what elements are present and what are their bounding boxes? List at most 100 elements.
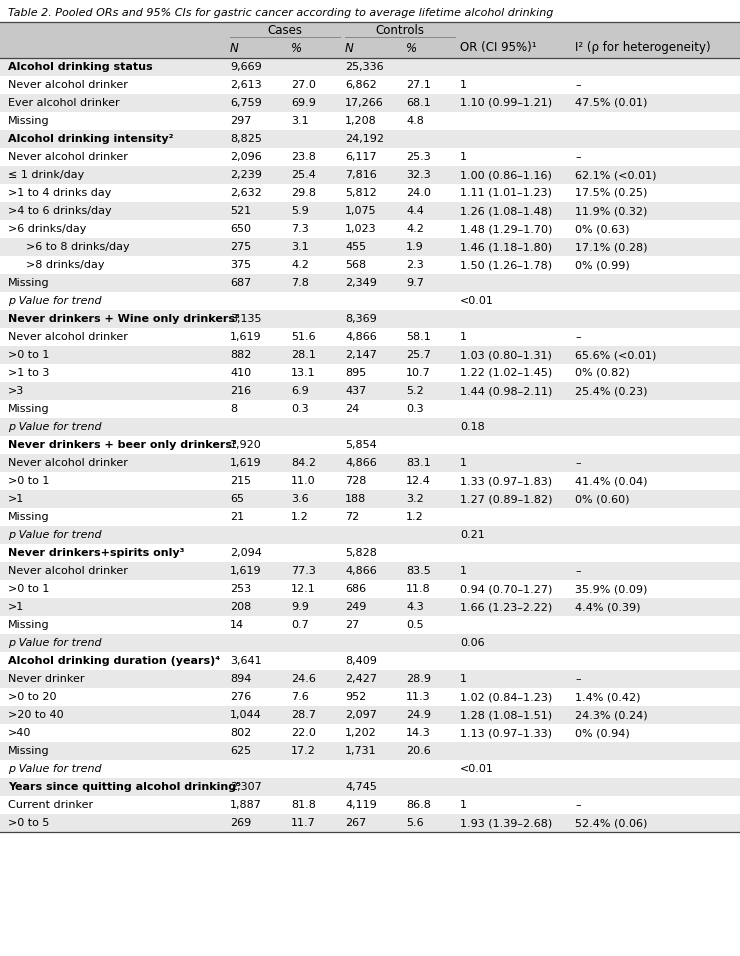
Text: 41.4% (0.04): 41.4% (0.04) bbox=[575, 476, 648, 486]
Text: >1 to 4 drinks day: >1 to 4 drinks day bbox=[8, 188, 112, 198]
Text: >1: >1 bbox=[8, 602, 24, 612]
Text: 1: 1 bbox=[460, 332, 467, 342]
Text: 69.9: 69.9 bbox=[291, 98, 316, 108]
Text: 29.8: 29.8 bbox=[291, 188, 316, 198]
Text: 3,135: 3,135 bbox=[230, 314, 261, 324]
Text: 2.3: 2.3 bbox=[406, 260, 424, 270]
Text: 894: 894 bbox=[230, 674, 252, 684]
Text: 4,745: 4,745 bbox=[345, 782, 377, 792]
Bar bbox=[0, 346, 740, 364]
Text: 52.4% (0.06): 52.4% (0.06) bbox=[575, 818, 648, 828]
Bar bbox=[0, 778, 740, 796]
Text: 269: 269 bbox=[230, 818, 252, 828]
Bar bbox=[0, 310, 740, 328]
Bar bbox=[0, 814, 740, 832]
Text: 9,669: 9,669 bbox=[230, 62, 262, 72]
Text: 8,409: 8,409 bbox=[345, 656, 377, 666]
Text: 1.03 (0.80–1.31): 1.03 (0.80–1.31) bbox=[460, 350, 552, 360]
Text: 1.2: 1.2 bbox=[406, 512, 424, 522]
Text: Never alcohol drinker: Never alcohol drinker bbox=[8, 566, 128, 576]
Text: Missing: Missing bbox=[8, 620, 50, 630]
Text: 1.28 (1.08–1.51): 1.28 (1.08–1.51) bbox=[460, 710, 552, 720]
Text: 4.8: 4.8 bbox=[406, 116, 424, 126]
Text: Controls: Controls bbox=[375, 24, 425, 36]
Text: –: – bbox=[575, 458, 581, 468]
Bar bbox=[0, 436, 740, 454]
Text: 1,075: 1,075 bbox=[345, 206, 377, 216]
Text: 27.0: 27.0 bbox=[291, 80, 316, 90]
Bar bbox=[0, 760, 740, 778]
Text: 28.7: 28.7 bbox=[291, 710, 316, 720]
Text: 1.48 (1.29–1.70): 1.48 (1.29–1.70) bbox=[460, 224, 552, 234]
Text: 72: 72 bbox=[345, 512, 359, 522]
Text: 2,239: 2,239 bbox=[230, 170, 262, 180]
Text: 1: 1 bbox=[460, 458, 467, 468]
Text: 1.46 (1.18–1.80): 1.46 (1.18–1.80) bbox=[460, 242, 552, 252]
Text: 5,828: 5,828 bbox=[345, 548, 377, 558]
Bar bbox=[0, 472, 740, 490]
Bar bbox=[0, 796, 740, 814]
Text: <0.01: <0.01 bbox=[460, 764, 494, 774]
Text: 297: 297 bbox=[230, 116, 252, 126]
Text: 68.1: 68.1 bbox=[406, 98, 431, 108]
Bar bbox=[0, 166, 740, 184]
Text: 58.1: 58.1 bbox=[406, 332, 431, 342]
Text: 1.22 (1.02–1.45): 1.22 (1.02–1.45) bbox=[460, 368, 552, 378]
Text: 25.7: 25.7 bbox=[406, 350, 431, 360]
Text: 24.3% (0.24): 24.3% (0.24) bbox=[575, 710, 648, 720]
Text: 267: 267 bbox=[345, 818, 366, 828]
Text: 0.94 (0.70–1.27): 0.94 (0.70–1.27) bbox=[460, 584, 552, 594]
Text: 4.3: 4.3 bbox=[406, 602, 424, 612]
Text: 10.7: 10.7 bbox=[406, 368, 431, 378]
Bar bbox=[0, 220, 740, 238]
Text: 65.6% (<0.01): 65.6% (<0.01) bbox=[575, 350, 656, 360]
Text: 1.26 (1.08–1.48): 1.26 (1.08–1.48) bbox=[460, 206, 552, 216]
Text: 12.1: 12.1 bbox=[291, 584, 316, 594]
Text: 4,866: 4,866 bbox=[345, 458, 377, 468]
Text: Never alcohol drinker: Never alcohol drinker bbox=[8, 458, 128, 468]
Text: %: % bbox=[291, 41, 302, 54]
Text: 35.9% (0.09): 35.9% (0.09) bbox=[575, 584, 648, 594]
Text: 1,619: 1,619 bbox=[230, 566, 262, 576]
Bar bbox=[0, 544, 740, 562]
Text: 24.0: 24.0 bbox=[406, 188, 431, 198]
Text: >40: >40 bbox=[8, 728, 31, 738]
Bar bbox=[0, 292, 740, 310]
Text: 6.9: 6.9 bbox=[291, 386, 309, 396]
Bar bbox=[0, 76, 740, 94]
Bar bbox=[0, 742, 740, 760]
Text: 1.11 (1.01–1.23): 1.11 (1.01–1.23) bbox=[460, 188, 552, 198]
Bar bbox=[0, 256, 740, 274]
Text: 2,632: 2,632 bbox=[230, 188, 262, 198]
Text: 1: 1 bbox=[460, 566, 467, 576]
Text: p Value for trend: p Value for trend bbox=[8, 764, 101, 774]
Text: 51.6: 51.6 bbox=[291, 332, 316, 342]
Bar bbox=[0, 364, 740, 382]
Text: 8,825: 8,825 bbox=[230, 134, 262, 144]
Text: 0.06: 0.06 bbox=[460, 638, 485, 648]
Text: 77.3: 77.3 bbox=[291, 566, 316, 576]
Bar bbox=[0, 526, 740, 544]
Bar bbox=[0, 580, 740, 598]
Text: Never alcohol drinker: Never alcohol drinker bbox=[8, 332, 128, 342]
Text: Years since quitting alcohol drinking⁵: Years since quitting alcohol drinking⁵ bbox=[8, 782, 241, 792]
Text: I² (ρ for heterogeneity): I² (ρ for heterogeneity) bbox=[575, 41, 710, 54]
Text: 6,862: 6,862 bbox=[345, 80, 377, 90]
Text: 4,866: 4,866 bbox=[345, 566, 377, 576]
Text: 1,044: 1,044 bbox=[230, 710, 262, 720]
Text: 3.1: 3.1 bbox=[291, 116, 309, 126]
Text: 81.8: 81.8 bbox=[291, 800, 316, 810]
Text: 28.1: 28.1 bbox=[291, 350, 316, 360]
Text: 1,920: 1,920 bbox=[230, 440, 262, 450]
Bar bbox=[0, 382, 740, 400]
Text: 0% (0.60): 0% (0.60) bbox=[575, 494, 630, 504]
Text: 24,192: 24,192 bbox=[345, 134, 384, 144]
Text: >8 drinks/day: >8 drinks/day bbox=[26, 260, 104, 270]
Text: 1: 1 bbox=[460, 152, 467, 162]
Text: p Value for trend: p Value for trend bbox=[8, 296, 101, 306]
Text: 12.4: 12.4 bbox=[406, 476, 431, 486]
Bar bbox=[0, 634, 740, 652]
Text: 83.5: 83.5 bbox=[406, 566, 431, 576]
Text: p Value for trend: p Value for trend bbox=[8, 530, 101, 540]
Text: OR (CI 95%)¹: OR (CI 95%)¹ bbox=[460, 41, 536, 54]
